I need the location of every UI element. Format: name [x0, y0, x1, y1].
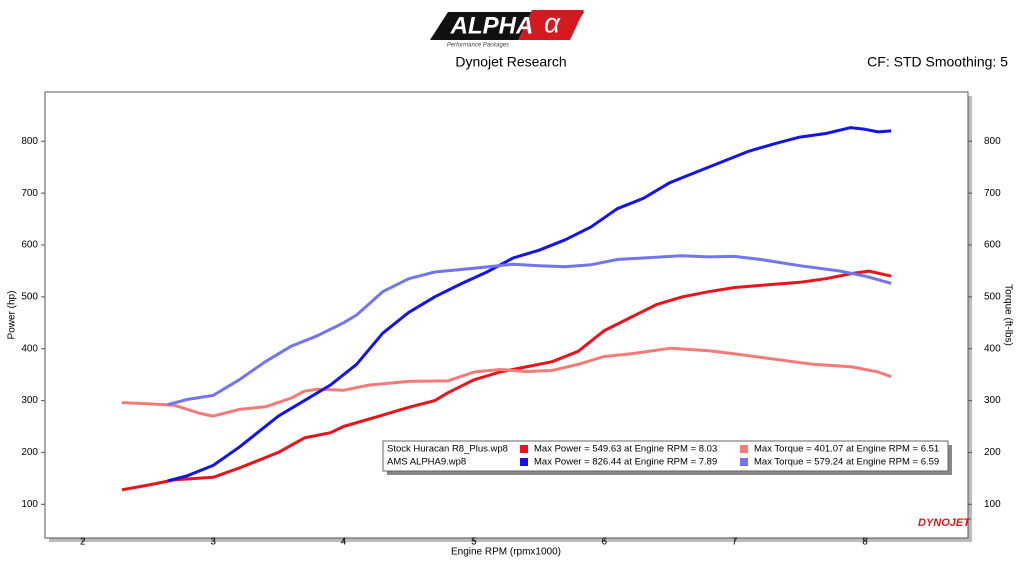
- logo: ALPHA α Performance Packages: [430, 7, 584, 49]
- chart-title: Dynojet Research: [455, 54, 566, 70]
- y2-tick-label: 100: [984, 499, 1001, 510]
- x-tick-label: 2: [80, 537, 86, 548]
- x-tick-label: 4: [341, 537, 347, 548]
- legend-label: Max Torque = 401.07 at Engine RPM = 6.51: [754, 444, 939, 455]
- y-axis-label: Power (hp): [7, 291, 18, 340]
- x-tick-label: 6: [601, 537, 607, 548]
- y2-tick-label: 400: [984, 343, 1001, 354]
- y-tick-label: 500: [21, 291, 38, 302]
- y2-tick-label: 700: [984, 188, 1001, 199]
- legend-swatch: [520, 445, 528, 453]
- x-axis-label: Engine RPM (rpmx1000): [451, 547, 561, 558]
- legend-swatch: [740, 445, 748, 453]
- y2-tick-label: 200: [984, 447, 1001, 458]
- legend-label: Max Torque = 579.24 at Engine RPM = 6.59: [754, 457, 939, 468]
- brand-logo: DYNOJET: [918, 517, 971, 529]
- y2-axis-label: Torque (ft-lbs): [1002, 284, 1013, 346]
- curve: [121, 346, 892, 418]
- legend: Stock Huracan R8_Plus.wp8 Max Power = 549…: [382, 440, 952, 475]
- x-tick-label: 8: [862, 537, 868, 548]
- legend-label: Max Power = 826.44 at Engine RPM = 7.89: [534, 457, 717, 468]
- y-tick-label: 700: [21, 188, 38, 199]
- y2-tick-label: 800: [984, 136, 1001, 147]
- legend-run: AMS ALPHA9.wp8: [387, 457, 466, 468]
- x-tick-label: 3: [210, 537, 216, 548]
- x-tick-label: 7: [732, 537, 738, 548]
- y-tick-label: 400: [21, 343, 38, 354]
- y-tick-label: 600: [21, 240, 38, 251]
- x-tick-label: 5: [471, 537, 477, 548]
- y-tick-label: 100: [21, 499, 38, 510]
- legend-swatch: [520, 458, 528, 466]
- chart-subtitle: CF: STD Smoothing: 5: [867, 54, 1008, 70]
- logo-accent: [518, 10, 584, 40]
- logo-symbol: α: [544, 7, 561, 38]
- y-tick-label: 200: [21, 447, 38, 458]
- legend-swatch: [740, 458, 748, 466]
- legend-label: Max Power = 549.63 at Engine RPM = 8.03: [534, 444, 717, 455]
- y-tick-label: 300: [21, 395, 38, 406]
- y2-tick-label: 500: [984, 291, 1001, 302]
- y2-tick-label: 300: [984, 395, 1001, 406]
- logo-text: ALPHA: [450, 12, 534, 39]
- curve: [167, 254, 892, 407]
- y2-tick-label: 600: [984, 240, 1001, 251]
- curve: [167, 126, 892, 483]
- legend-box: [382, 440, 949, 472]
- logo-tagline: Performance Packages: [447, 43, 509, 49]
- y-tick-label: 800: [21, 136, 38, 147]
- legend-run: Stock Huracan R8_Plus.wp8: [387, 444, 508, 455]
